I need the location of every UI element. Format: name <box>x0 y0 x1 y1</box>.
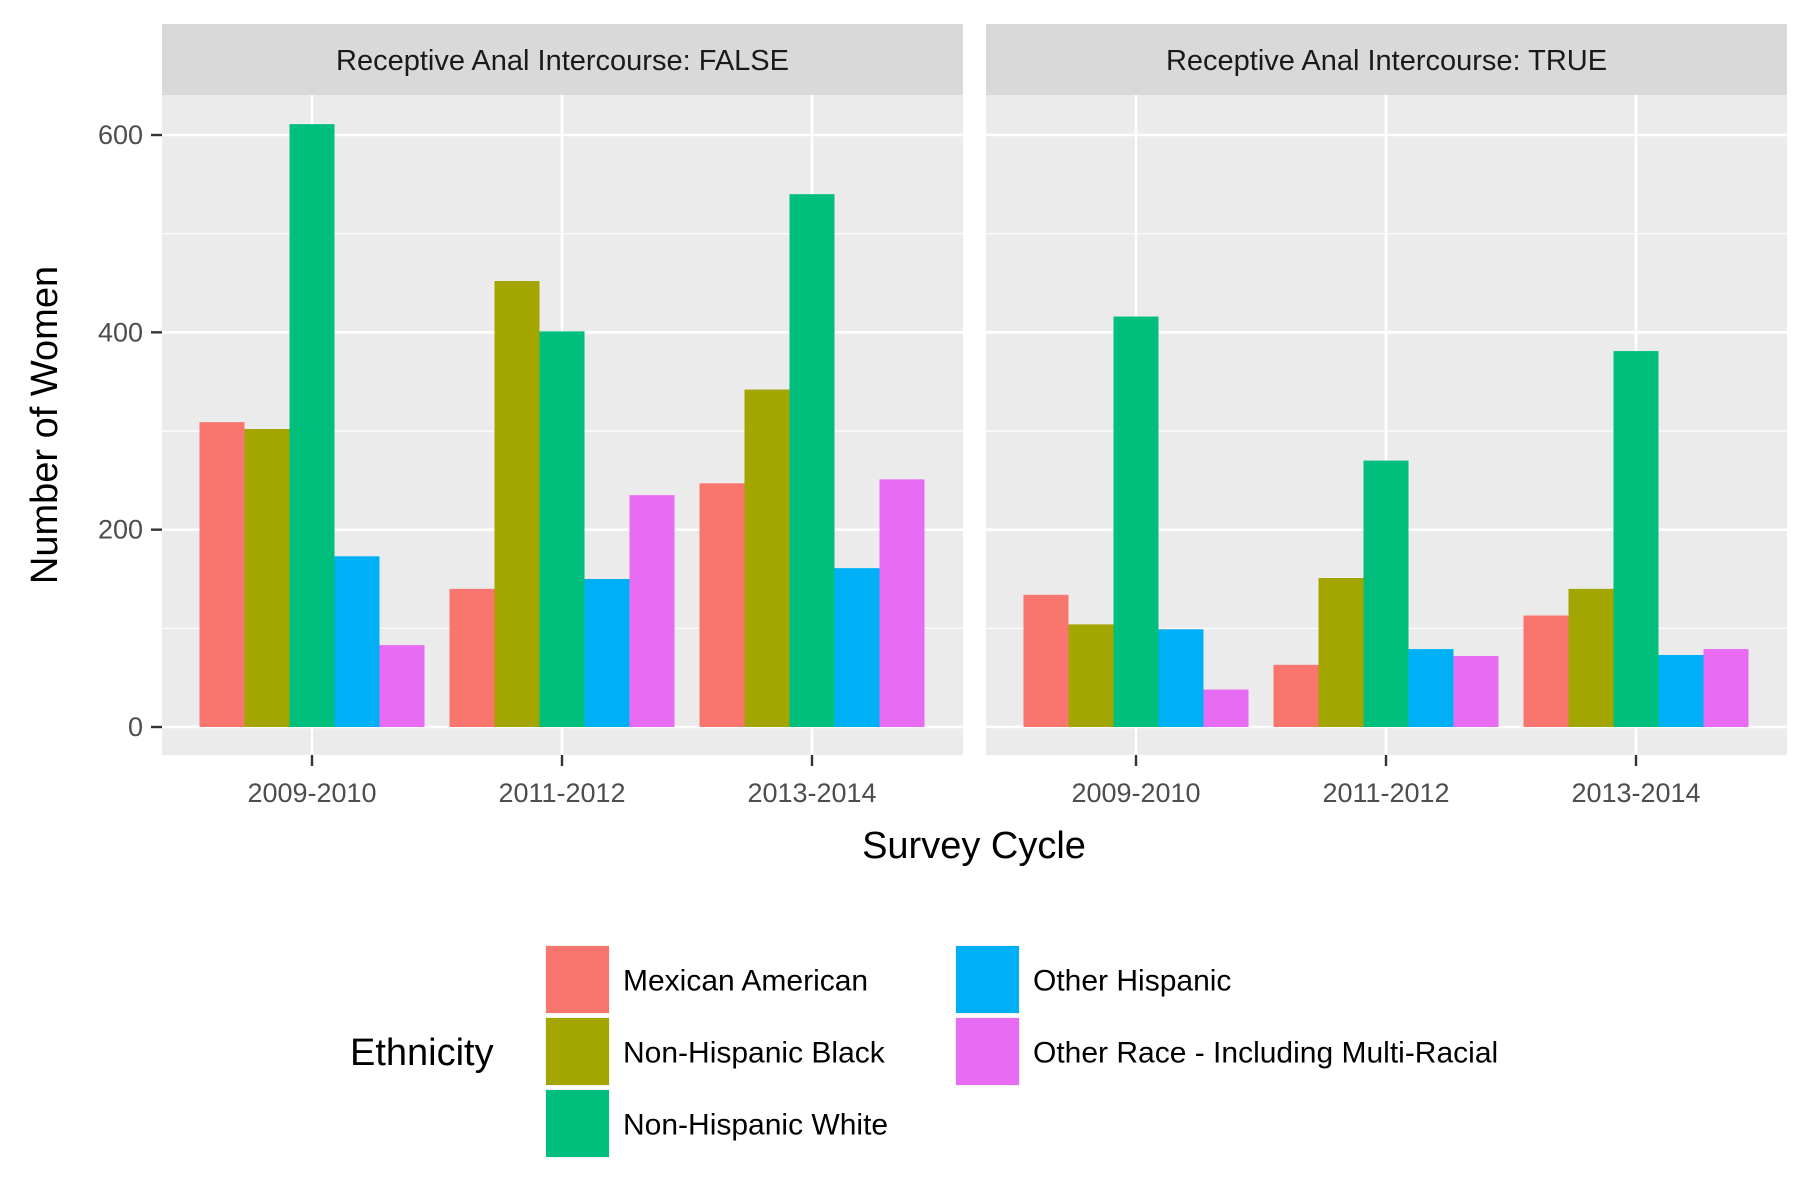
bar-mexican-american-2009-2010-panel-2 <box>1023 594 1069 727</box>
legend-label-other-hispanic: Other Hispanic <box>1033 965 1231 998</box>
bar-mexican-american-2013-2014-panel-2 <box>1523 615 1569 727</box>
bar-other-race-including-multi-racial-2009-2010-panel-1 <box>379 645 425 727</box>
bar-other-hispanic-2013-2014-panel-1 <box>834 568 880 727</box>
x-axis-title: Survey Cycle <box>862 825 1086 867</box>
bar-non-hispanic-white-2013-2014-panel-1 <box>789 194 835 727</box>
bar-mexican-american-2009-2010-panel-1 <box>199 422 245 727</box>
x-tick-label: 2013-2014 <box>1571 778 1700 808</box>
bar-other-race-including-multi-racial-2013-2014-panel-1 <box>879 479 925 727</box>
bar-other-hispanic-2013-2014-panel-2 <box>1658 654 1704 727</box>
legend-label-non-hispanic-white: Non-Hispanic White <box>623 1109 888 1142</box>
bar-non-hispanic-black-2011-2012-panel-2 <box>1318 578 1364 727</box>
x-axis: 2009-2010 2011-2012 2013-2014 2009-2010 2011… <box>247 755 1701 808</box>
bar-mexican-american-2013-2014-panel-1 <box>699 483 745 727</box>
panel-true-strip-label: Receptive Anal Intercourse: TRUE <box>1166 45 1607 77</box>
panel-false-strip-label: Receptive Anal Intercourse: FALSE <box>336 45 789 77</box>
bar-other-hispanic-2011-2012-panel-2 <box>1408 649 1454 727</box>
bar-mexican-american-2011-2012-panel-1 <box>449 588 495 727</box>
legend: Ethnicity Mexican American Non-Hispanic B… <box>350 945 1498 1158</box>
y-tick-label: 200 <box>98 515 143 545</box>
bar-non-hispanic-white-2013-2014-panel-2 <box>1613 351 1659 727</box>
panel-false: Receptive Anal Intercourse: FALSE <box>162 24 963 755</box>
legend-label-mexican-american: Mexican American <box>623 965 868 998</box>
bar-non-hispanic-black-2013-2014-panel-1 <box>744 389 790 727</box>
bar-non-hispanic-white-2011-2012-panel-2 <box>1363 460 1409 727</box>
legend-label-other-race-including-multi-racial: Other Race - Including Multi-Racial <box>1033 1037 1498 1070</box>
panel-true-bars <box>1023 316 1749 727</box>
y-tick-label: 600 <box>98 120 143 150</box>
legend-title: Ethnicity <box>350 1032 494 1074</box>
bar-other-race-including-multi-racial-2011-2012-panel-2 <box>1453 655 1499 727</box>
x-tick-label: 2011-2012 <box>1322 778 1449 808</box>
bar-other-race-including-multi-racial-2011-2012-panel-1 <box>629 495 675 727</box>
panel-true-strip <box>986 24 1787 95</box>
bar-non-hispanic-black-2009-2010-panel-1 <box>244 429 290 727</box>
x-tick-label: 2009-2010 <box>1071 778 1200 808</box>
bar-non-hispanic-black-2013-2014-panel-2 <box>1568 588 1614 727</box>
y-tick-label: 0 <box>128 712 143 742</box>
panel-false-bars <box>199 124 925 727</box>
y-tick-label: 400 <box>98 317 143 347</box>
bar-non-hispanic-white-2009-2010-panel-1 <box>289 124 335 727</box>
panel-false-strip <box>162 24 963 95</box>
bar-non-hispanic-black-2011-2012-panel-1 <box>494 281 540 727</box>
bar-other-race-including-multi-racial-2013-2014-panel-2 <box>1703 649 1749 727</box>
bar-non-hispanic-white-2011-2012-panel-1 <box>539 331 585 727</box>
bar-non-hispanic-white-2009-2010-panel-2 <box>1113 316 1159 727</box>
panel-true: Receptive Anal Intercourse: TRUE <box>986 24 1787 755</box>
y-axis-title: Number of Women <box>24 266 66 584</box>
x-tick-label: 2013-2014 <box>747 778 876 808</box>
legend-swatch-non-hispanic-white <box>546 1090 609 1157</box>
bar-mexican-american-2011-2012-panel-2 <box>1273 664 1319 727</box>
bar-other-hispanic-2009-2010-panel-1 <box>334 556 380 727</box>
legend-label-non-hispanic-black: Non-Hispanic Black <box>623 1037 886 1070</box>
bar-other-hispanic-2009-2010-panel-2 <box>1158 629 1204 727</box>
legend-swatch-other-hispanic <box>956 946 1019 1013</box>
legend-swatch-non-hispanic-black <box>546 1018 609 1085</box>
bar-other-hispanic-2011-2012-panel-1 <box>584 579 630 727</box>
bar-non-hispanic-black-2009-2010-panel-2 <box>1068 624 1114 727</box>
x-tick-label: 2009-2010 <box>247 778 376 808</box>
y-axis: 0 200 400 600 <box>98 120 162 742</box>
x-tick-label: 2011-2012 <box>498 778 625 808</box>
bar-other-race-including-multi-racial-2009-2010-panel-2 <box>1203 689 1249 727</box>
legend-swatch-mexican-american <box>546 946 609 1013</box>
legend-swatch-other-race-including-multi-racial <box>956 1018 1019 1085</box>
